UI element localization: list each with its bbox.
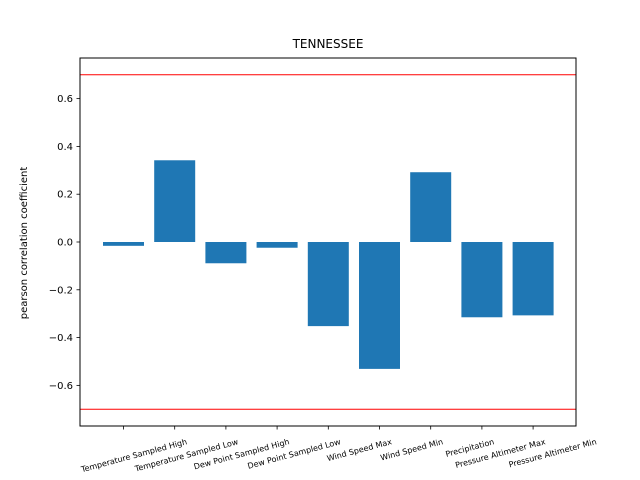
y-tick-label: 0.4 — [57, 142, 73, 153]
y-tick-label: −0.6 — [49, 381, 73, 392]
bar-8 — [513, 242, 554, 315]
y-tick-label: −0.4 — [49, 333, 73, 344]
bar-2 — [205, 242, 246, 263]
bar-4 — [308, 242, 349, 326]
y-axis-label: pearson correlation coefficient — [19, 167, 30, 320]
y-tick-label: −0.2 — [49, 285, 73, 296]
bar-0 — [103, 242, 144, 246]
y-axis-ticks: −0.6 −0.4 −0.2 0.0 0.2 0.4 0.6 — [49, 94, 80, 392]
y-tick-label: 0.6 — [57, 94, 73, 105]
bar-6 — [410, 172, 451, 242]
bar-7 — [461, 242, 502, 317]
y-tick-label: 0.0 — [57, 238, 73, 249]
bar-1 — [154, 160, 195, 242]
bar-5 — [359, 242, 400, 369]
bar-3 — [257, 242, 298, 248]
chart-title: TENNESSEE — [292, 37, 364, 51]
bars-group — [103, 160, 554, 369]
y-tick-label: 0.2 — [57, 190, 73, 201]
x-tick-label: Pressure Altimeter Min — [508, 437, 598, 469]
